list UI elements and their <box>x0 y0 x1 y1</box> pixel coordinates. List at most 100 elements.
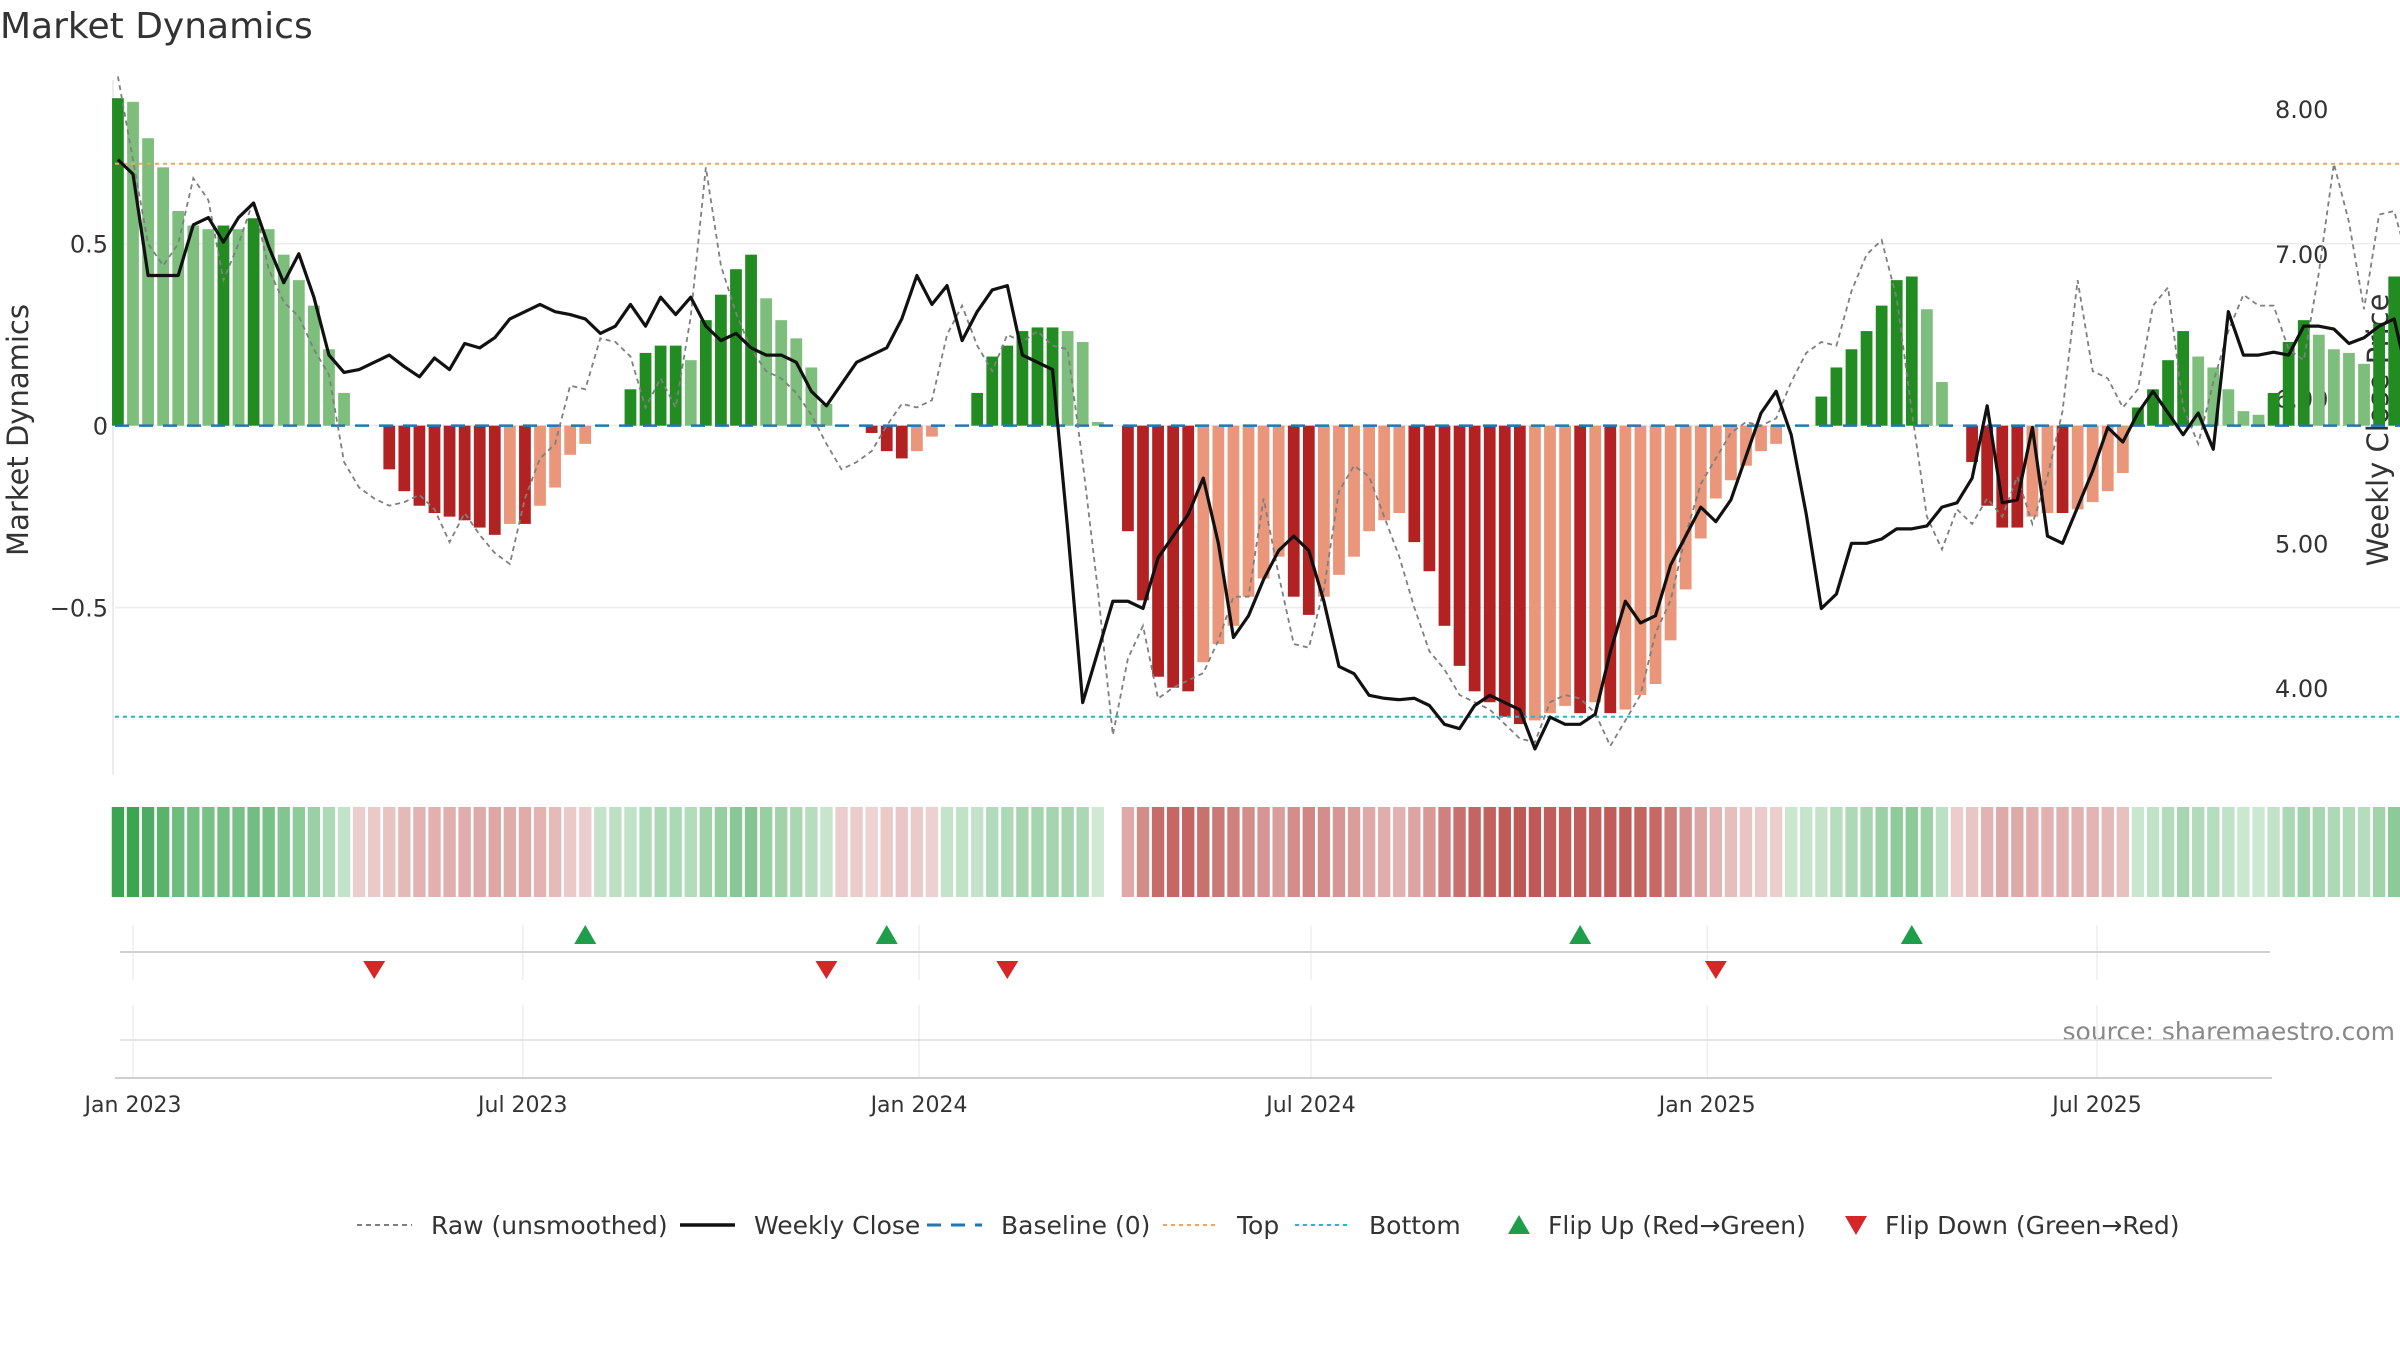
bar <box>488 425 501 535</box>
strength-band-cell <box>1212 807 1225 897</box>
strength-band-cell <box>202 807 215 897</box>
strength-band-cell <box>368 807 381 897</box>
bar <box>398 425 411 492</box>
bar <box>1634 425 1647 695</box>
strength-band-cell <box>729 807 743 897</box>
strength-band-cell <box>383 807 396 897</box>
strength-band-cell <box>1815 807 1828 897</box>
bar <box>2312 334 2325 426</box>
strength-band-cell <box>654 807 667 897</box>
strength-band-cell <box>548 807 562 897</box>
bar <box>1318 425 1330 597</box>
legend-swatch-flip-down <box>1845 1216 1867 1235</box>
x-tick-label: Jul 2024 <box>1264 1093 1356 1118</box>
strength-band-cell <box>2176 807 2190 897</box>
strength-band-cell <box>1709 807 1723 897</box>
legend-label: Raw (unsmoothed) <box>431 1211 668 1240</box>
bar <box>2101 425 2114 492</box>
strength-band-cell <box>2357 807 2371 897</box>
strength-band-cell <box>1031 807 1044 897</box>
strength-band-cell <box>1754 807 1768 897</box>
strength-band-cell <box>2222 807 2235 897</box>
bar <box>775 320 788 426</box>
strength-band-cell <box>398 807 411 897</box>
strength-band-cell <box>2161 807 2175 897</box>
bar <box>699 320 712 426</box>
strength-band-cell <box>1785 807 1798 897</box>
strength-band-cell <box>503 807 517 897</box>
strength-band-cell <box>1001 807 1014 897</box>
bar <box>1649 425 1662 685</box>
bar <box>549 425 561 488</box>
bar <box>1468 425 1481 692</box>
bar <box>2297 320 2310 426</box>
strength-band-cell <box>277 807 290 897</box>
bar <box>1664 425 1677 641</box>
bar <box>639 352 652 426</box>
strength-band-cell <box>217 807 230 897</box>
strength-band-cell <box>1589 807 1602 897</box>
bar <box>1725 425 1737 481</box>
bar <box>669 345 682 426</box>
weekly-close-line <box>116 158 2400 751</box>
bar <box>1740 425 1752 466</box>
bar <box>443 425 456 517</box>
bar <box>2328 349 2340 426</box>
bar <box>308 305 320 426</box>
bar <box>1227 425 1240 626</box>
strength-band-cell <box>2101 807 2114 897</box>
flip-down-marker <box>363 961 386 979</box>
strength-band-cell <box>594 807 607 897</box>
strength-band-cell <box>684 807 697 897</box>
strength-band-cell <box>2342 807 2356 897</box>
bar <box>2388 276 2400 426</box>
bar <box>112 98 124 426</box>
strength-band-cell <box>1498 807 1511 897</box>
strength-band-cell <box>1121 807 1135 897</box>
flip-up-marker <box>1900 925 1923 944</box>
bar <box>1182 425 1195 692</box>
strength-band-cell <box>518 807 532 897</box>
strength-band-cell <box>322 807 336 897</box>
strength-band-cell <box>669 807 682 897</box>
bar <box>1679 425 1692 590</box>
bar <box>1559 425 1571 706</box>
y-tick-label-right: 5.00 <box>2275 530 2328 558</box>
strength-band-cell <box>1890 807 1903 897</box>
strength-band-cell <box>1061 807 1074 897</box>
strength-band-cell <box>247 807 260 897</box>
bar <box>1890 280 1903 426</box>
strength-band-cell <box>1860 807 1873 897</box>
bar <box>534 425 546 506</box>
bar <box>1061 331 1074 426</box>
strength-band-cell <box>1965 807 1979 897</box>
strength-band-cell <box>1046 807 1059 897</box>
strength-band-cell <box>940 807 954 897</box>
bar <box>1333 425 1345 575</box>
strength-band-cell <box>488 807 501 897</box>
bar <box>1016 331 1029 426</box>
strength-band-cell <box>1996 807 2009 897</box>
bar <box>1529 425 1541 721</box>
strength-band-cell <box>1800 807 1813 897</box>
bar <box>790 338 803 426</box>
bar <box>1378 425 1391 521</box>
bar <box>1709 425 1722 499</box>
bar <box>1423 425 1436 572</box>
flip-down-marker <box>815 961 838 979</box>
strength-band-cell <box>986 807 999 897</box>
strength-band-cell <box>910 807 924 897</box>
bar <box>519 425 531 524</box>
strength-band-cell <box>699 807 713 897</box>
strength-band-cell <box>925 807 939 897</box>
bar <box>1438 425 1451 626</box>
strength-band-cell <box>2192 807 2205 897</box>
x-tick-label: Jan 2025 <box>1657 1093 1756 1118</box>
strength-band-cell <box>413 807 426 897</box>
strength-band-cell <box>2071 807 2084 897</box>
strength-band-cell <box>955 807 969 897</box>
strength-band-cell <box>2282 807 2295 897</box>
bar <box>1167 425 1180 688</box>
strength-band-cell <box>1317 807 1331 897</box>
